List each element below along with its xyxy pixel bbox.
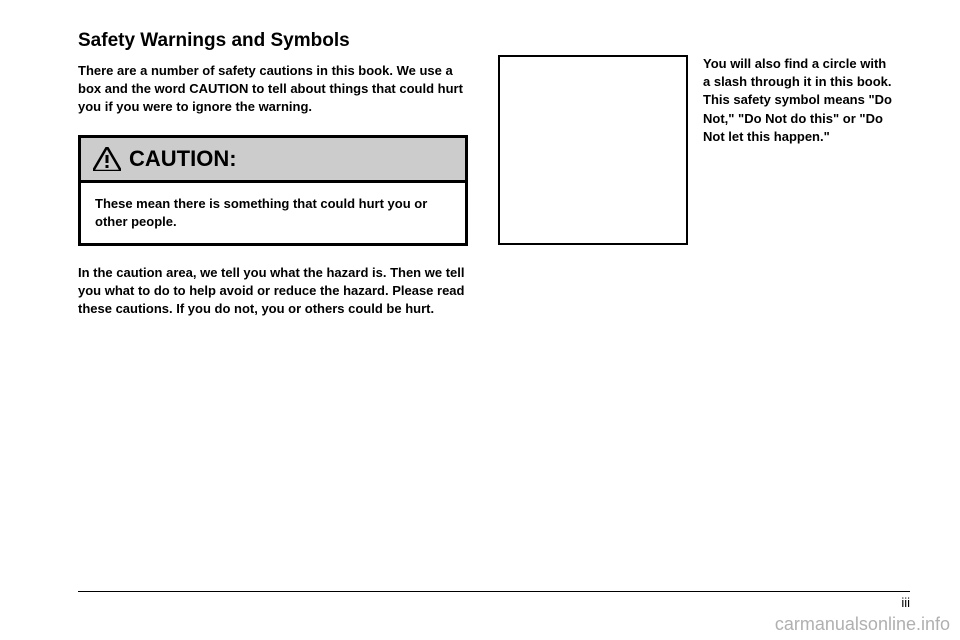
caution-label: CAUTION: <box>129 146 237 172</box>
intro-paragraph: There are a number of safety cautions in… <box>78 62 468 117</box>
right-column: You will also find a circle with a slash… <box>498 30 893 319</box>
footer-divider <box>78 591 910 592</box>
symbol-placeholder-box <box>498 55 688 245</box>
page-number: iii <box>78 595 910 610</box>
caution-box: CAUTION: These mean there is something t… <box>78 135 468 246</box>
watermark-text: carmanualsonline.info <box>775 614 950 635</box>
page-footer: iii <box>78 591 910 610</box>
after-caution-paragraph: In the caution area, we tell you what th… <box>78 264 468 319</box>
caution-body-text: These mean there is something that could… <box>81 183 465 243</box>
right-column-text: You will also find a circle with a slash… <box>703 55 893 146</box>
caution-header: CAUTION: <box>81 138 465 183</box>
content-wrapper: Safety Warnings and Symbols There are a … <box>78 30 910 319</box>
left-column: Safety Warnings and Symbols There are a … <box>78 30 468 319</box>
warning-triangle-icon <box>93 147 121 171</box>
page-heading: Safety Warnings and Symbols <box>78 30 468 52</box>
